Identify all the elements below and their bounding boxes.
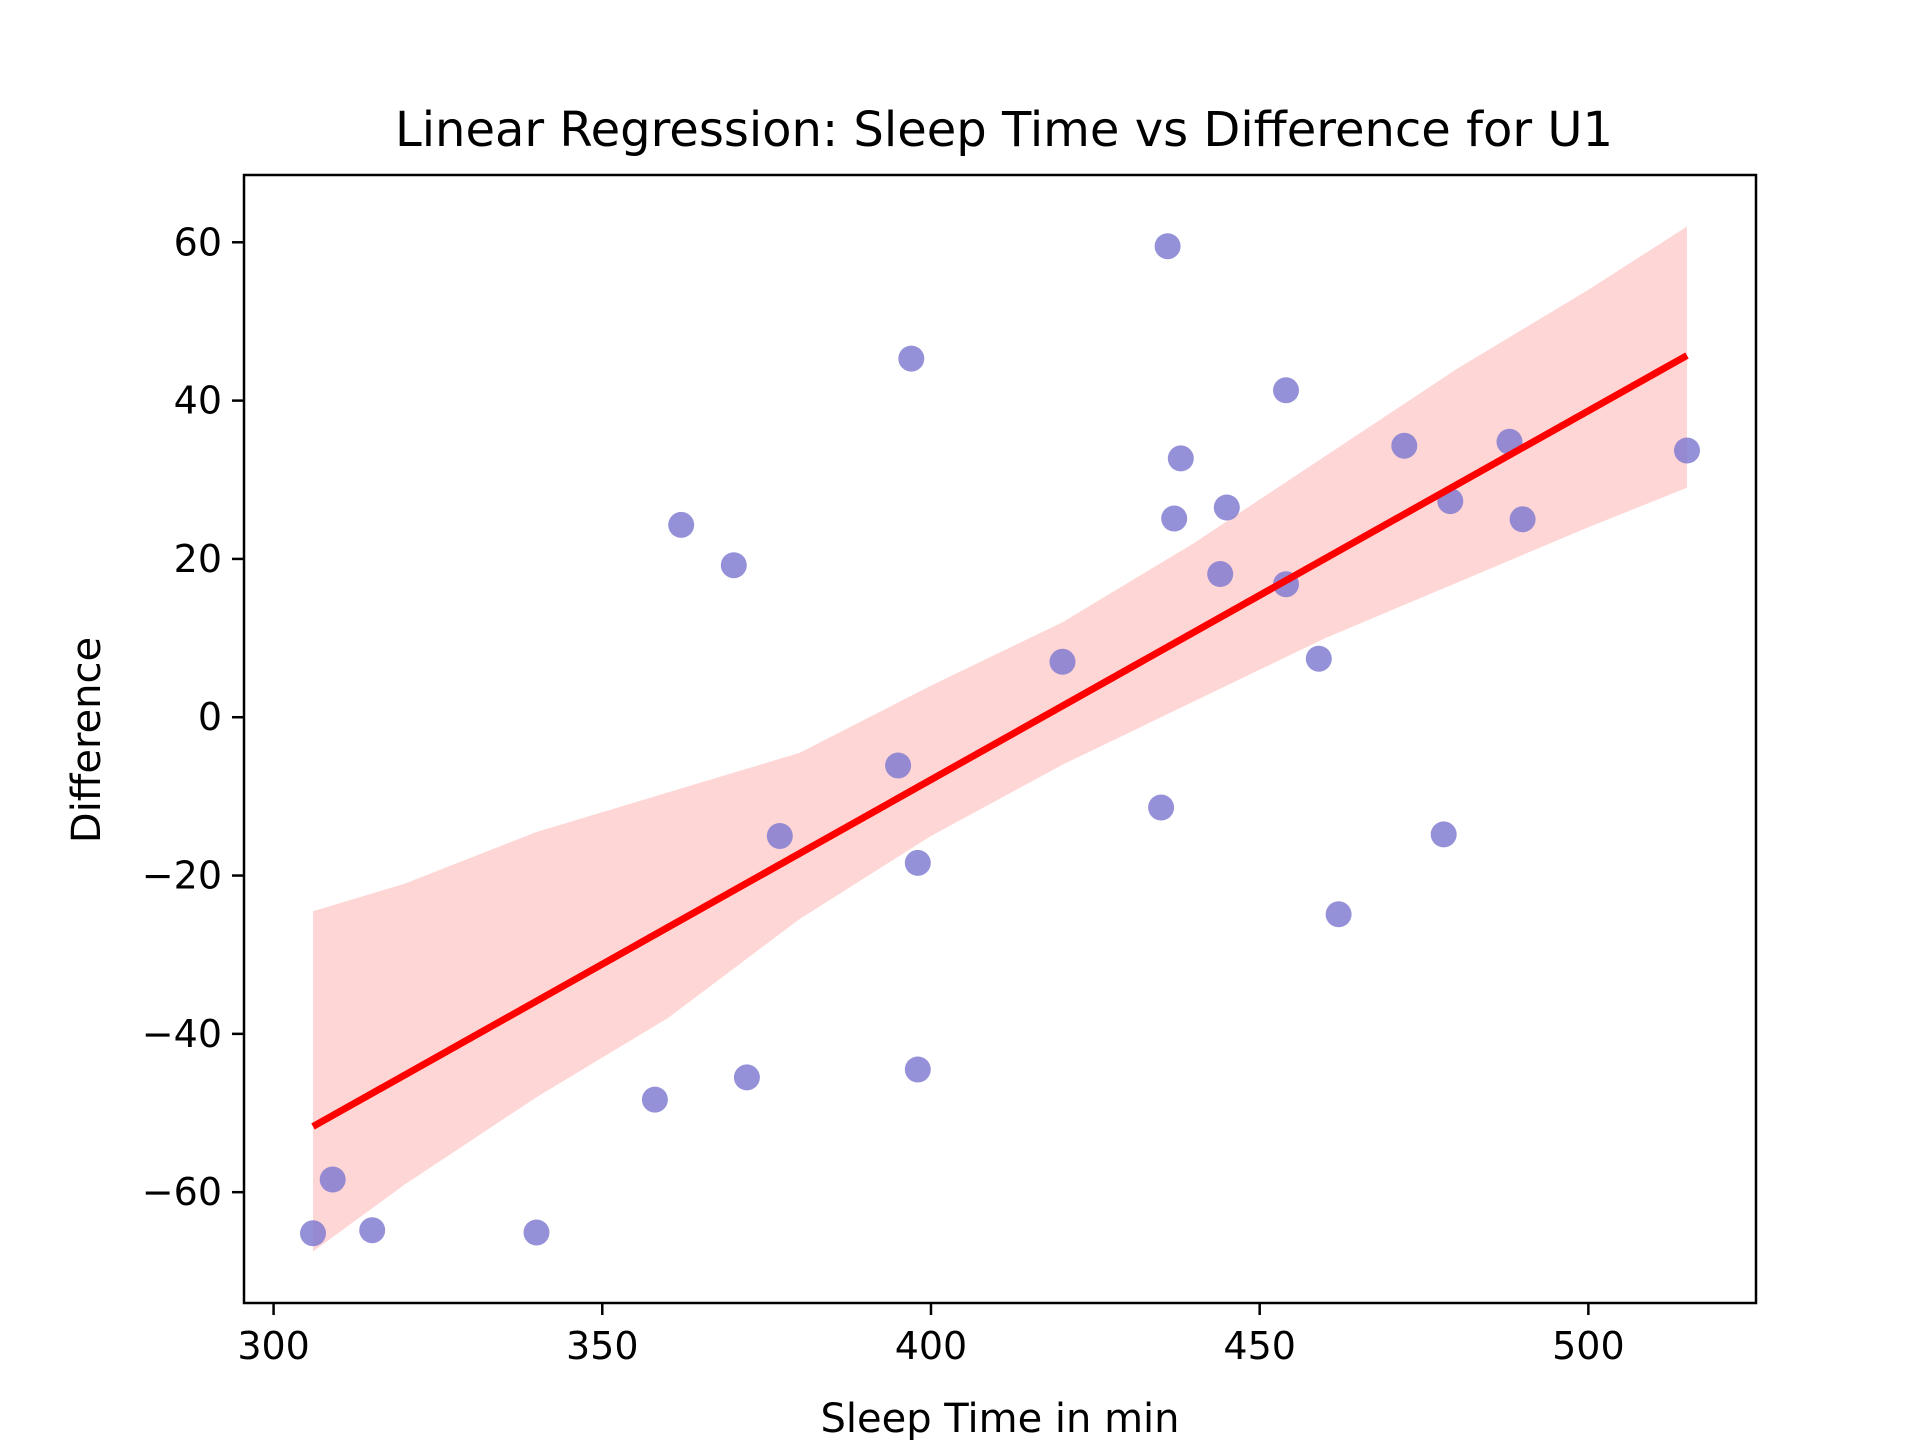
y-tick-label: −20 [142,854,222,898]
x-axis: 300 350 400 450 500 [237,1303,1625,1368]
data-point [904,1056,931,1083]
x-tick-label: 400 [895,1324,968,1368]
x-tick-label: 500 [1552,1324,1625,1368]
x-tick-label: 350 [566,1324,639,1368]
axes-frame [242,173,1758,1305]
data-point [1167,445,1194,472]
y-axis: −60 −40 −20 0 20 40 60 [142,220,244,1214]
x-tick-label: 450 [1223,1324,1296,1368]
data-point [1213,494,1240,521]
data-point [1391,432,1418,459]
regression-line [311,352,1689,1130]
y-tick-label: 20 [174,537,222,581]
y-tick-label: −40 [142,1012,222,1056]
data-point [523,1219,550,1246]
data-point [1430,821,1457,848]
data-point [733,1064,760,1091]
chart-title: Linear Regression: Sleep Time vs Differe… [395,102,1613,158]
y-tick-label: 0 [198,695,222,739]
data-point [885,752,912,779]
data-point [898,345,925,372]
data-point [1161,505,1188,532]
x-tick-label: 300 [237,1324,310,1368]
data-point [319,1166,346,1193]
data-point [359,1217,386,1244]
data-point [1325,901,1352,928]
y-tick-label: 40 [174,379,222,423]
data-point [766,823,793,849]
data-point [1305,645,1332,672]
y-tick-label: 60 [174,220,222,264]
x-axis-label: Sleep Time in min [820,1396,1179,1440]
data-point [1207,561,1234,587]
data-point [300,1220,326,1247]
data-point [1273,377,1299,404]
plot-area [300,226,1700,1252]
data-point [668,511,695,538]
data-point [1674,437,1700,464]
data-point [720,552,747,579]
data-point [1509,506,1536,533]
data-point [904,849,931,876]
data-point [1049,648,1076,675]
data-point [1154,233,1181,260]
data-point [641,1086,668,1113]
y-axis-label: Difference [64,637,110,843]
y-tick-label: −60 [142,1170,222,1214]
data-point [1148,794,1175,821]
